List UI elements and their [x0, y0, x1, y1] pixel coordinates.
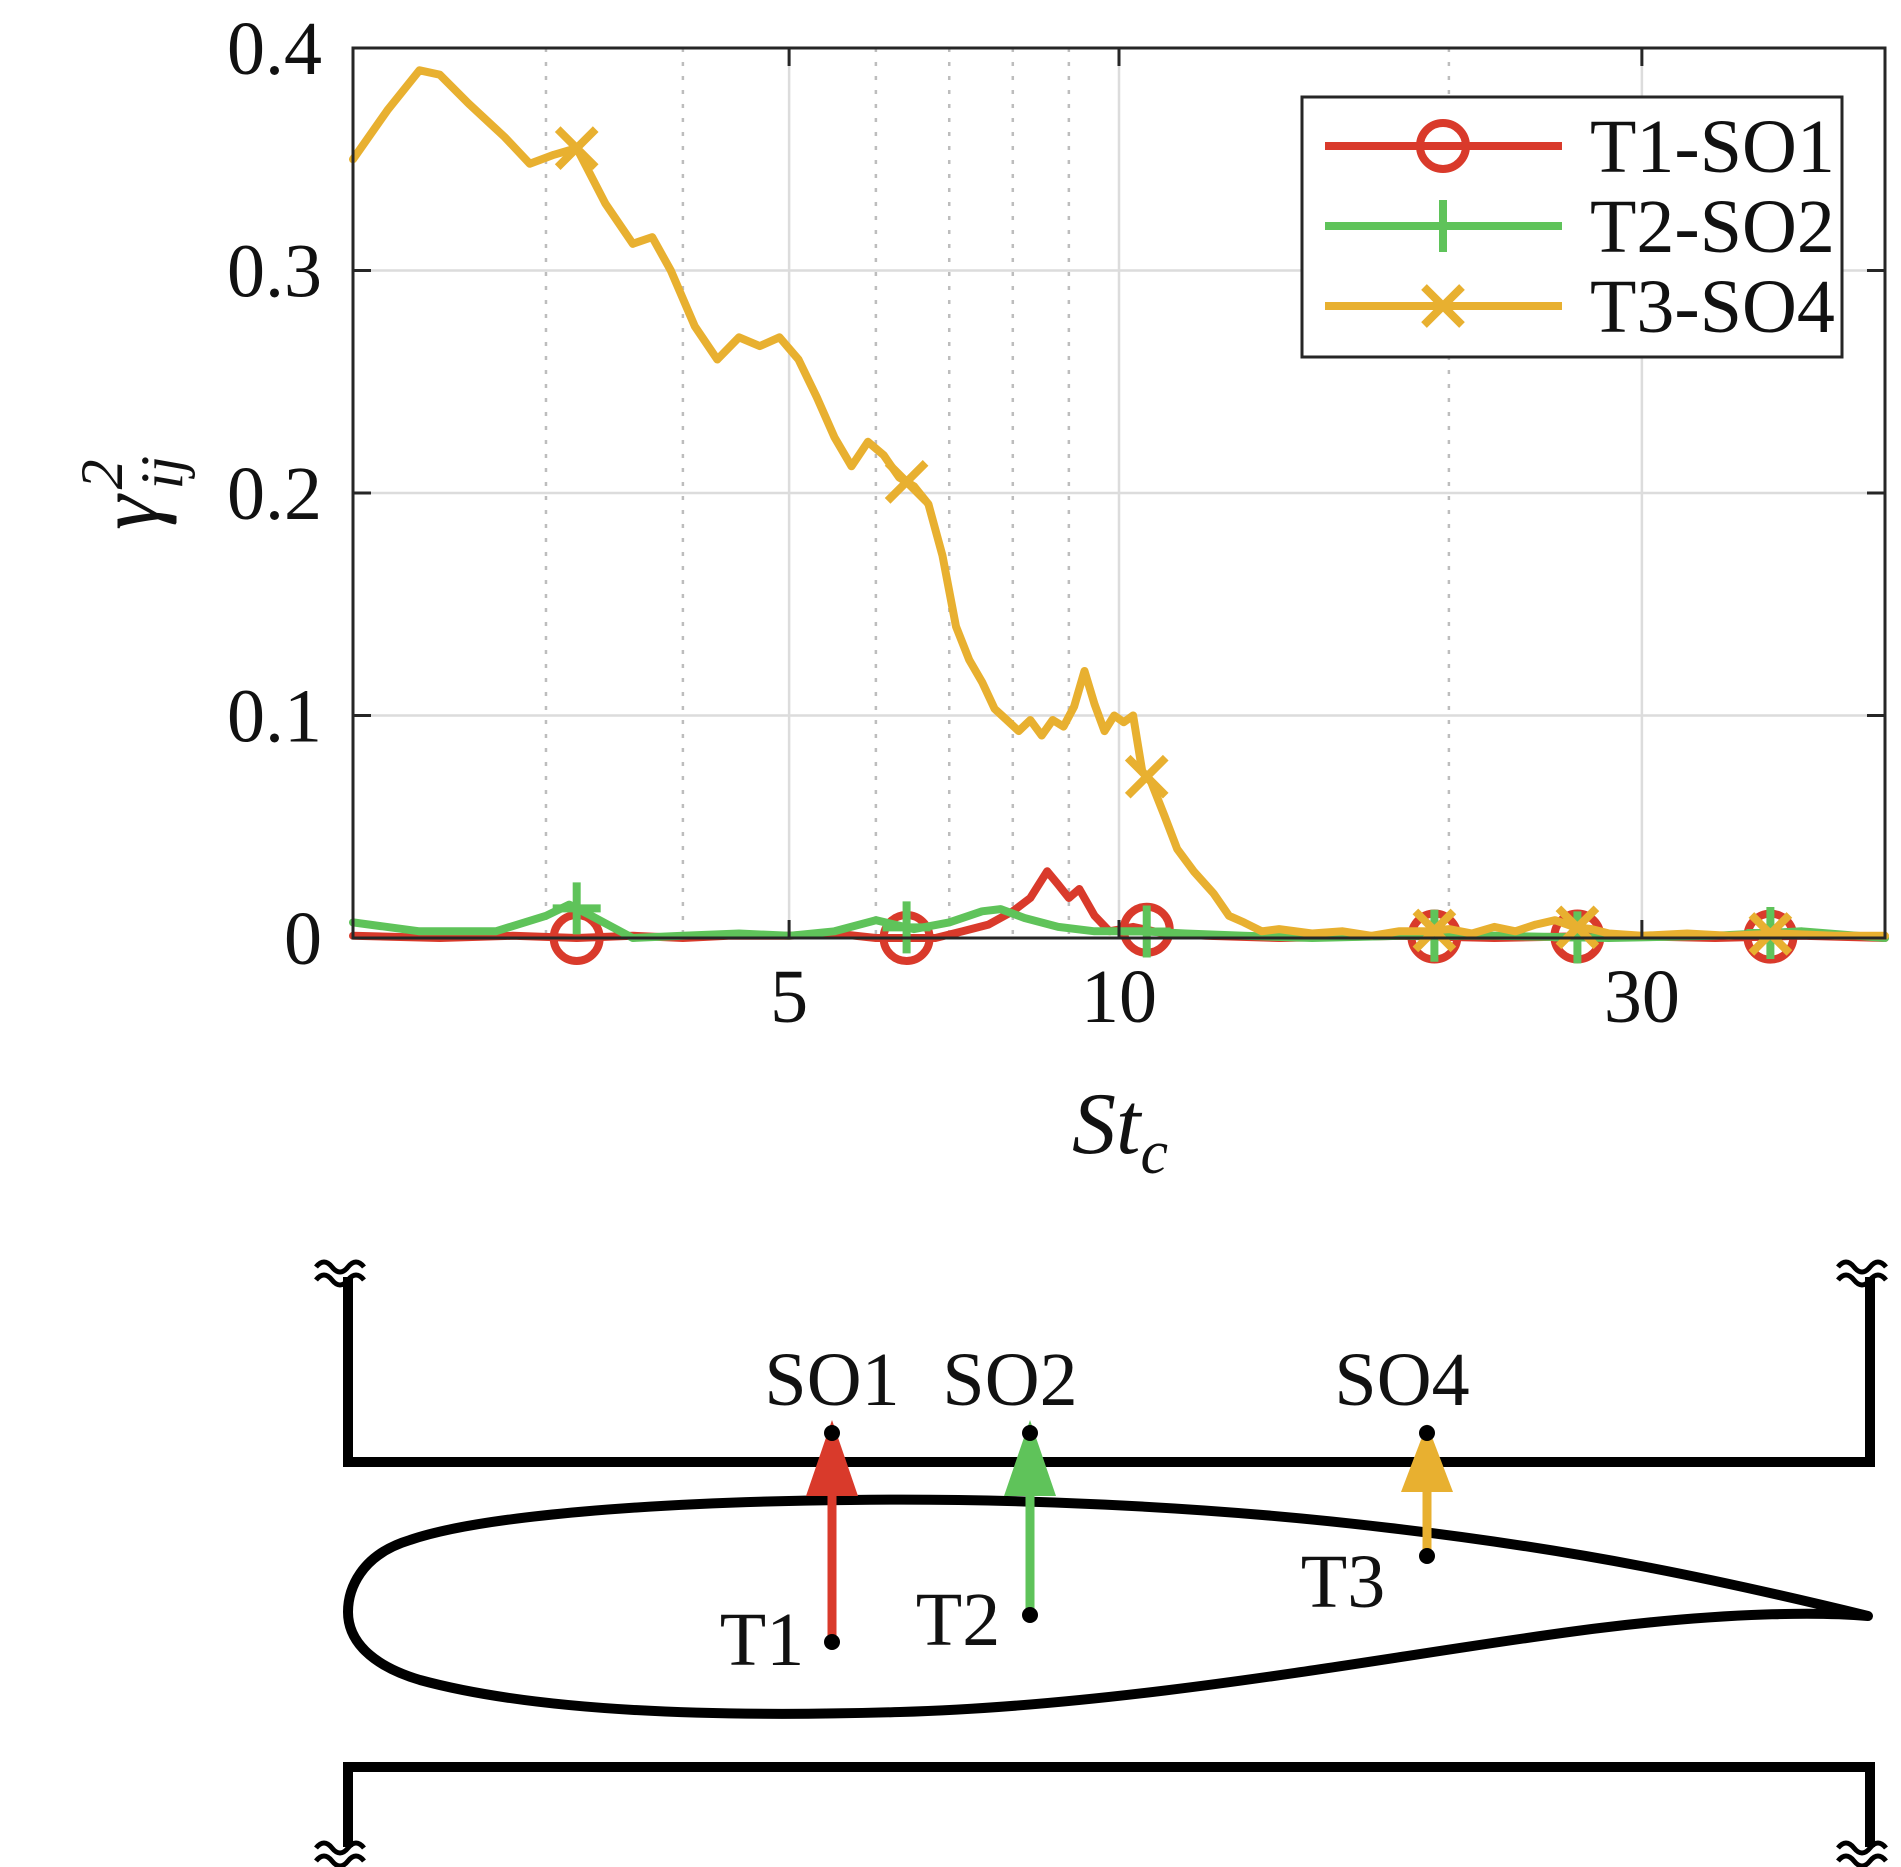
y-tick-label-2: 0.2 [227, 452, 322, 536]
series-marker-t2-so2-0 [552, 882, 601, 935]
y-axis-label: γ2ij [69, 456, 195, 530]
series-marker-t3-so4-0 [554, 126, 599, 170]
sensor-label-so4: SO4 [1334, 1338, 1469, 1422]
grid [353, 48, 1885, 938]
y-tick-label-3: 0.3 [227, 230, 322, 314]
series-marker-t3-so4-4 [1555, 905, 1600, 950]
transducer-label-t3: T3 [1301, 1540, 1385, 1624]
arrow-t1-so1 [806, 1420, 858, 1650]
legend-label-2: T3-SO4 [1590, 265, 1835, 349]
legend-label-1: T2-SO2 [1590, 185, 1835, 269]
transducer-dot [1419, 1548, 1435, 1564]
arrow-head [1004, 1420, 1056, 1496]
legend-label-0: T1-SO1 [1590, 105, 1835, 189]
series-marker-t3-so4-2 [1124, 754, 1169, 799]
sensor-dot [1419, 1425, 1435, 1441]
arrow-t2-so2 [1004, 1420, 1056, 1623]
sensor-dot [1022, 1425, 1038, 1441]
series-line-t3-so4 [349, 66, 1889, 940]
x-tick-label-2: 30 [1604, 955, 1680, 1039]
y-tick-label-4: 0.4 [227, 7, 322, 91]
x-tick-label-1: 10 [1081, 955, 1157, 1039]
axis-ticks: 0 0.1 0.2 0.3 0.4 5 10 30 [227, 7, 1885, 1039]
arrow-t3-so4 [1401, 1424, 1453, 1564]
legend-marker-1 [1419, 200, 1467, 252]
sensor-label-so1: SO1 [764, 1338, 899, 1422]
legend-marker-2 [1421, 284, 1465, 328]
airfoil-outline [343, 1494, 1873, 1719]
airfoil-diagram: SO1 SO2 SO4 T1 T2 T3 [314, 1259, 1888, 1867]
legend-marker-0 [1416, 119, 1470, 173]
upper-wall [343, 1277, 1875, 1467]
arrow-head [806, 1420, 858, 1496]
series-marker-t2-so2-2 [1122, 905, 1171, 958]
break-symbols [314, 1259, 1888, 1867]
series-lines [349, 66, 1889, 965]
transducer-label-t1: T1 [720, 1598, 804, 1682]
sensor-dot [824, 1425, 840, 1441]
coherence-chart: 0 0.1 0.2 0.3 0.4 5 10 30 Stc γ2ij T1-SO1T2-SO2… [69, 7, 1889, 1187]
series-t3-so4 [349, 66, 1889, 956]
transducer-label-t2: T2 [916, 1578, 1000, 1662]
transducer-dot [1022, 1607, 1038, 1623]
series-marker-t3-so4-1 [884, 460, 929, 504]
sensor-label-so2: SO2 [942, 1338, 1077, 1422]
x-axis-label: Stc [1072, 1076, 1168, 1187]
series-marker-t3-so4-3 [1412, 908, 1457, 953]
x-tick-label-0: 5 [770, 955, 808, 1039]
arrow-head [1401, 1424, 1453, 1492]
transducer-dot [824, 1634, 840, 1650]
series-marker-t3-so4-5 [1748, 912, 1793, 956]
y-tick-label-0: 0 [284, 897, 322, 981]
series-marker-t2-so2-1 [882, 901, 931, 954]
lower-wall [343, 1762, 1875, 1847]
y-tick-label-1: 0.1 [227, 675, 322, 759]
